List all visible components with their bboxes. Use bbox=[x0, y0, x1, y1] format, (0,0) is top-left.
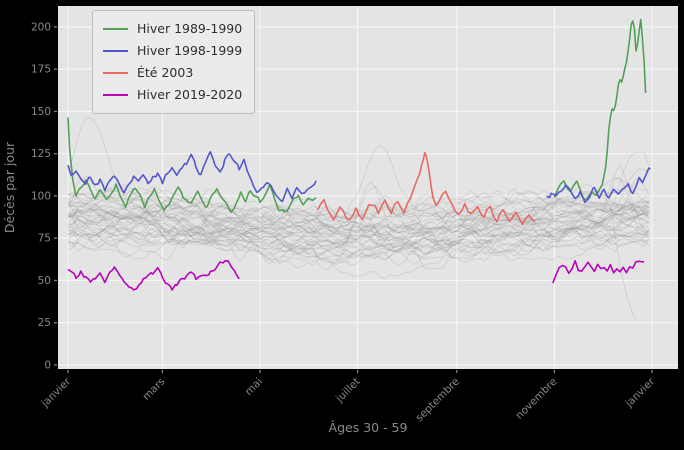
series-line bbox=[67, 117, 317, 214]
ensemble-line bbox=[67, 231, 650, 265]
ensemble-line bbox=[67, 204, 650, 243]
legend-entry: Été 2003 bbox=[103, 62, 242, 84]
series-line bbox=[553, 18, 647, 201]
x-tick-label: mai bbox=[243, 376, 265, 398]
x-tick-label: novembre bbox=[513, 376, 559, 422]
ensemble-line bbox=[67, 151, 650, 254]
gridlines bbox=[58, 6, 678, 369]
x-tick-label: mars bbox=[140, 376, 167, 403]
ensemble-line bbox=[67, 210, 650, 244]
y-tick-label: 175 bbox=[31, 64, 51, 76]
legend-label: Hiver 1998-1999 bbox=[137, 43, 243, 58]
ensemble-line bbox=[67, 209, 650, 250]
ensemble-line bbox=[67, 228, 650, 266]
ensemble-line bbox=[67, 204, 649, 244]
y-tick-label: 25 bbox=[38, 317, 51, 329]
y-tick-label: 0 bbox=[44, 359, 51, 371]
ensemble-line bbox=[67, 184, 649, 233]
ensemble-line bbox=[67, 211, 650, 260]
y-tick-label: 100 bbox=[31, 190, 51, 202]
ensemble-line bbox=[67, 221, 649, 266]
legend-line-swatch bbox=[103, 49, 128, 53]
ensemble-line bbox=[67, 202, 650, 239]
ensemble-line bbox=[67, 195, 650, 240]
ensemble-line bbox=[67, 216, 649, 260]
ensemble-line bbox=[67, 195, 650, 243]
ensemble-line bbox=[67, 194, 650, 237]
ensemble-line bbox=[67, 213, 650, 253]
ensemble-line bbox=[67, 202, 650, 252]
x-tick-label: septembre bbox=[413, 376, 462, 425]
ensemble-line bbox=[67, 175, 650, 271]
series-line bbox=[316, 151, 536, 226]
legend-label: Hiver 1989-1990 bbox=[137, 21, 243, 36]
ensemble-line bbox=[67, 208, 649, 245]
ensemble-line bbox=[67, 204, 650, 253]
legend-label: Été 2003 bbox=[137, 65, 194, 80]
ensemble-line bbox=[67, 177, 650, 255]
ensemble-line bbox=[67, 188, 650, 235]
legend-line-swatch bbox=[103, 71, 128, 75]
legend-line-swatch bbox=[103, 93, 128, 97]
ensemble-line bbox=[67, 217, 650, 259]
ensemble-line bbox=[67, 181, 650, 264]
ensemble-lines bbox=[67, 116, 650, 320]
ensemble-line bbox=[67, 222, 649, 265]
series-line bbox=[67, 151, 317, 203]
ensemble-line bbox=[67, 227, 649, 270]
ensemble-line bbox=[67, 238, 650, 280]
x-tick-label: janvier bbox=[39, 375, 74, 410]
ensemble-line bbox=[67, 188, 650, 231]
ensemble-line bbox=[67, 116, 650, 232]
y-tick-label: 50 bbox=[38, 275, 51, 287]
y-tick-label: 150 bbox=[31, 106, 51, 118]
series-hiver-1989-1990 bbox=[67, 18, 647, 214]
legend-entry: Hiver 2019-2020 bbox=[103, 84, 242, 106]
ensemble-line bbox=[67, 144, 650, 220]
y-tick-label: 200 bbox=[31, 21, 51, 33]
series-line bbox=[552, 259, 644, 284]
ensemble-line bbox=[67, 168, 650, 261]
series-line bbox=[546, 167, 651, 204]
ensemble-line bbox=[67, 227, 650, 255]
ensemble-line bbox=[67, 201, 650, 252]
legend-label: Hiver 2019-2020 bbox=[137, 87, 243, 102]
ensemble-line bbox=[67, 163, 650, 255]
series-hiver-1998-1999 bbox=[67, 151, 651, 204]
ensemble-line bbox=[67, 197, 650, 245]
y-tick-label: 75 bbox=[38, 233, 51, 245]
ensemble-line bbox=[67, 175, 650, 233]
series--t-2003 bbox=[316, 151, 536, 226]
legend-line-swatch bbox=[103, 27, 128, 31]
legend: Hiver 1989-1990 Hiver 1998-1999 Été 2003 Hi… bbox=[92, 10, 256, 114]
ensemble-line bbox=[67, 187, 650, 237]
legend-entry: Hiver 1998-1999 bbox=[103, 40, 242, 62]
x-tick-label: juillet bbox=[333, 376, 363, 406]
series-line bbox=[67, 259, 240, 291]
y-tick-label: 125 bbox=[31, 148, 51, 160]
series-hiver-2019-2020 bbox=[67, 259, 644, 291]
x-tick-label: janvier bbox=[623, 375, 658, 410]
x-axis-label: Âges 30 - 59 bbox=[329, 420, 408, 435]
legend-entry: Hiver 1989-1990 bbox=[103, 18, 242, 40]
ensemble-line bbox=[67, 205, 649, 247]
ensemble-line bbox=[67, 189, 649, 228]
y-axis-label: Décès par jour bbox=[2, 141, 17, 233]
ensemble-line bbox=[67, 201, 649, 254]
